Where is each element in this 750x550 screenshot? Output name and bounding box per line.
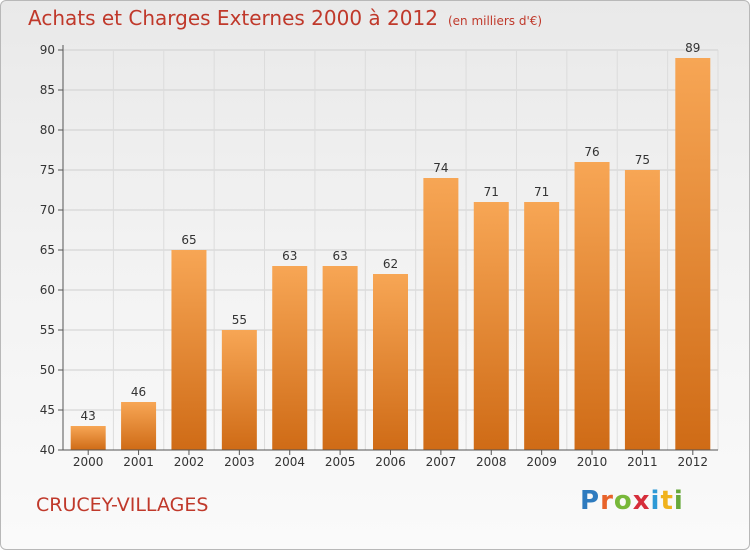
- bars: [70, 58, 711, 450]
- y-tick-label: 55: [40, 323, 55, 337]
- logo-letter: r: [600, 486, 614, 516]
- x-tick-label: 2002: [174, 455, 205, 469]
- x-tick-label: 2007: [426, 455, 457, 469]
- y-tick-label: 70: [40, 203, 55, 217]
- chart-title-text: Achats et Charges Externes 2000 à 2012: [28, 6, 438, 30]
- logo-letter: o: [613, 486, 633, 516]
- bar-2003: [221, 330, 257, 450]
- y-tick-label: 45: [40, 403, 55, 417]
- y-tick-label: 65: [40, 243, 55, 257]
- bar-value-label: 63: [332, 249, 347, 263]
- bar-value-label: 62: [383, 257, 398, 271]
- bar-value-label: 71: [534, 185, 549, 199]
- x-tick-label: 2010: [577, 455, 608, 469]
- chart-unit-note: (en milliers d'€): [447, 14, 543, 28]
- x-tick-label: 2008: [476, 455, 507, 469]
- bar-2007: [423, 178, 459, 450]
- logo-letter: x: [632, 486, 651, 516]
- bar-2009: [524, 202, 560, 450]
- bar-2001: [121, 402, 157, 450]
- bar-value-label: 55: [232, 313, 247, 327]
- x-tick-label: 2012: [678, 455, 709, 469]
- logo-letter: P: [580, 486, 601, 516]
- bar-2000: [70, 426, 106, 450]
- bar-2006: [373, 274, 408, 450]
- logo-letter: t: [660, 486, 674, 516]
- bar-2012: [675, 58, 711, 450]
- x-tick-label: 2004: [274, 455, 305, 469]
- chart-title: Achats et Charges Externes 2000 à 2012 (e…: [28, 6, 542, 30]
- bar-value-label: 76: [584, 145, 599, 159]
- x-tick-label: 2001: [123, 455, 154, 469]
- bar-value-label: 46: [131, 385, 146, 399]
- labels: 40 45 50 55 60 65 70 75 80 85 90 43 2000 46 2001 65 2002…: [40, 41, 708, 469]
- bar-value-label: 74: [433, 161, 448, 175]
- y-tick-label: 40: [40, 443, 55, 457]
- bar-value-label: 89: [685, 41, 700, 55]
- bar-2011: [624, 170, 660, 450]
- x-tick-label: 2005: [325, 455, 356, 469]
- bar-2002: [171, 250, 207, 450]
- bar-2004: [272, 266, 308, 450]
- y-tick-label: 75: [40, 163, 55, 177]
- y-tick-label: 50: [40, 363, 55, 377]
- bar-value-label: 65: [181, 233, 196, 247]
- bar-2005: [322, 266, 358, 450]
- x-tick-label: 2009: [526, 455, 557, 469]
- logo-letter: i: [650, 486, 661, 516]
- y-tick-label: 85: [40, 83, 55, 97]
- y-tick-label: 90: [40, 43, 55, 57]
- bar-value-label: 63: [282, 249, 297, 263]
- bar-2010: [574, 162, 610, 450]
- axes: [58, 45, 718, 455]
- x-tick-label: 2003: [224, 455, 255, 469]
- x-tick-label: 2006: [375, 455, 406, 469]
- bar-value-label: 43: [81, 409, 96, 423]
- bar-value-label: 71: [484, 185, 499, 199]
- logo-letter: i: [673, 486, 684, 516]
- y-tick-label: 60: [40, 283, 55, 297]
- proxiti-logo: Proxiti: [580, 486, 684, 516]
- x-tick-label: 2011: [627, 455, 658, 469]
- commune-name: CRUCEY-VILLAGES: [36, 494, 209, 516]
- y-tick-label: 80: [40, 123, 55, 137]
- bar-value-label: 75: [635, 153, 650, 167]
- x-tick-label: 2000: [73, 455, 104, 469]
- bar-2008: [473, 202, 509, 450]
